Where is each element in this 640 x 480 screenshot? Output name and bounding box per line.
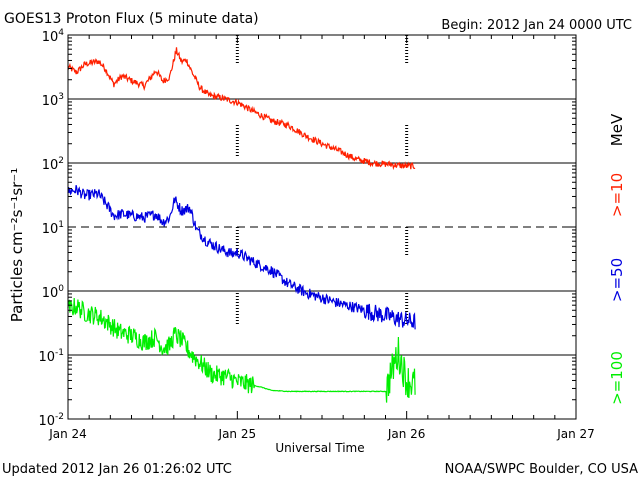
y-tick-label-exponent: 0 (58, 284, 64, 294)
y-tick-label-1: 103 (42, 92, 64, 109)
legend-entry-2: >=50 (608, 258, 626, 302)
begin-label: Begin: 2012 Jan 24 0000 UTC (441, 18, 632, 33)
x-tick-label-1: Jan 25 (218, 427, 257, 441)
axis-ticks (67, 35, 577, 420)
x-tick-label-0: Jan 24 (48, 427, 87, 441)
y-tick-label-base: 10 (38, 414, 55, 429)
legend-entry-1: >=10 (608, 173, 626, 217)
y-tick-label-exponent: 1 (58, 220, 64, 230)
y-tick-label-base: 10 (42, 30, 59, 45)
y-tick-label-3: 101 (42, 220, 64, 237)
footer-credit: NOAA/SWPC Boulder, CO USA (445, 462, 638, 477)
y-tick-label-base: 10 (42, 222, 59, 237)
y-tick-label-6: 10-2 (38, 412, 64, 429)
y-tick-label-exponent: -1 (55, 348, 64, 358)
x-tick-label-3: Jan 27 (556, 427, 595, 441)
legend: MeV >=10 >=50 >=100 (608, 113, 626, 405)
y-tick-label-4: 100 (42, 284, 65, 301)
y-tick-label-0: 104 (42, 28, 65, 45)
legend-entry-3: >=100 (608, 351, 626, 405)
footer-updated: Updated 2012 Jan 26 01:26:02 UTC (2, 462, 232, 477)
y-tick-label-exponent: -2 (55, 412, 64, 422)
y-tick-label-2: 102 (42, 156, 64, 173)
gridlines (68, 35, 576, 356)
x-tick-label-2: Jan 26 (387, 427, 426, 441)
y-tick-label-exponent: 3 (58, 92, 64, 102)
y-tick-label-base: 10 (42, 94, 59, 109)
y-tick-label-exponent: 2 (58, 156, 64, 166)
legend-entry-0: MeV (608, 113, 626, 146)
series-line-2 (67, 297, 416, 403)
y-tick-label-exponent: 4 (58, 28, 64, 38)
y-tick-label-base: 10 (42, 286, 59, 301)
y-tick-label-base: 10 (38, 350, 55, 365)
chart-title: GOES13 Proton Flux (5 minute data) (4, 11, 259, 27)
y-axis-label: Particles cm⁻²s⁻¹sr⁻¹ (8, 168, 26, 322)
x-axis-label: Universal Time (275, 441, 364, 455)
y-tick-label-base: 10 (42, 158, 59, 173)
series-lines (67, 47, 416, 403)
y-tick-label-5: 10-1 (38, 348, 64, 365)
series-line-1 (67, 185, 416, 330)
series-line-0 (67, 47, 416, 171)
